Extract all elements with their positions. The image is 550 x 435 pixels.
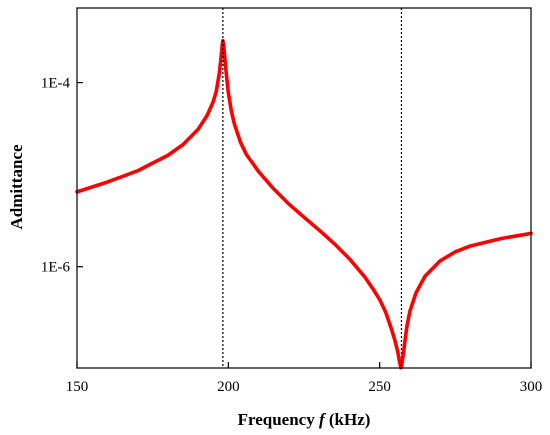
y-axis-title: Admittance	[7, 144, 26, 229]
x-axis-title-unit: (kHz)	[325, 410, 371, 429]
x-tick-label-200: 200	[217, 379, 240, 395]
axes-layer: 150 200 250 300 1E-4 1E-6	[41, 7, 543, 395]
plot-frame	[76, 7, 532, 369]
y-tick-label-1: 1E-4	[41, 76, 71, 92]
x-axis-title: Frequency f (kHz)	[238, 410, 371, 429]
marks-layer	[222, 8, 403, 368]
y-tick-label-2: 1E-6	[41, 260, 71, 276]
x-axis-title-prefix: Frequency	[238, 410, 319, 429]
x-tick-label-250: 250	[368, 379, 391, 395]
x-axis-title-variable: f	[319, 410, 327, 429]
x-tick-label-150: 150	[66, 379, 89, 395]
admittance-curve-1	[75, 38, 533, 370]
plot-layer	[75, 38, 533, 370]
x-tick-label-300: 300	[520, 379, 543, 395]
